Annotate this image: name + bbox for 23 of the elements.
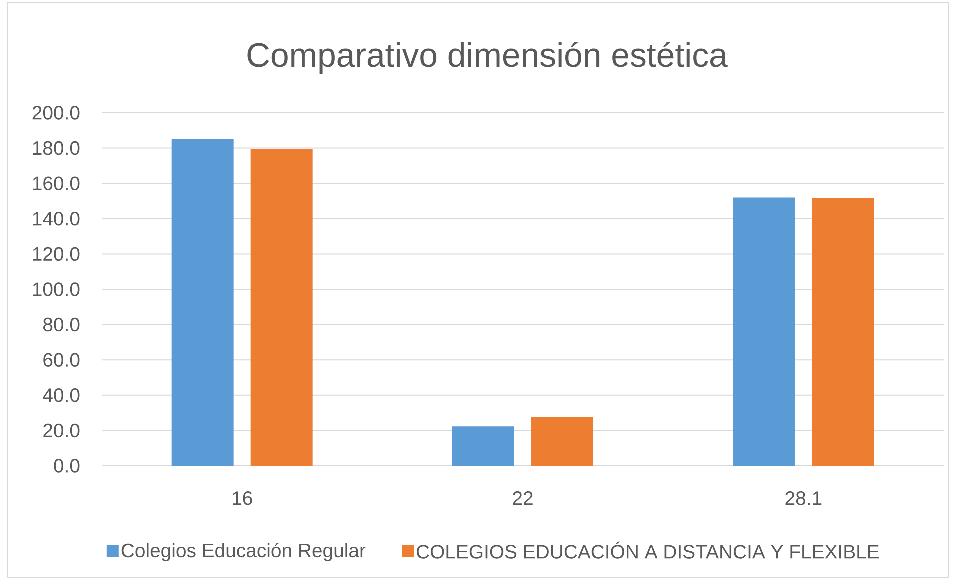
bar [733, 198, 796, 466]
x-tick-label: 22 [513, 492, 533, 506]
legend-label: COLEGIOS EDUCACIÓN A DISTANCIA Y FLEXIBLE [417, 542, 880, 559]
legend-label: Colegios Educación Regular [122, 543, 366, 562]
y-tick-label: 20.0 [44, 424, 80, 438]
chart-title: Comparativo dimensión estética [248, 42, 728, 74]
x-tick-label: 28.1 [786, 492, 822, 506]
y-tick-label: 80.0 [44, 318, 80, 332]
y-tick-label: 200.0 [32, 106, 80, 120]
y-tick-label: 40.0 [43, 388, 80, 402]
y-tick-label: 120.0 [33, 247, 80, 262]
bar [250, 149, 313, 466]
y-tick-label: 180.0 [33, 141, 80, 156]
bar [452, 426, 515, 466]
y-tick-label: 140.0 [33, 212, 80, 226]
x-tick-label: 16 [233, 492, 252, 506]
bar [172, 139, 234, 466]
y-tick-label: 60.0 [44, 353, 80, 367]
y-tick-label: 160.0 [33, 176, 80, 190]
y-tick-label: 100.0 [33, 282, 80, 296]
bar [812, 198, 874, 466]
bar [532, 417, 594, 466]
y-tick-label: 0.0 [54, 459, 80, 473]
